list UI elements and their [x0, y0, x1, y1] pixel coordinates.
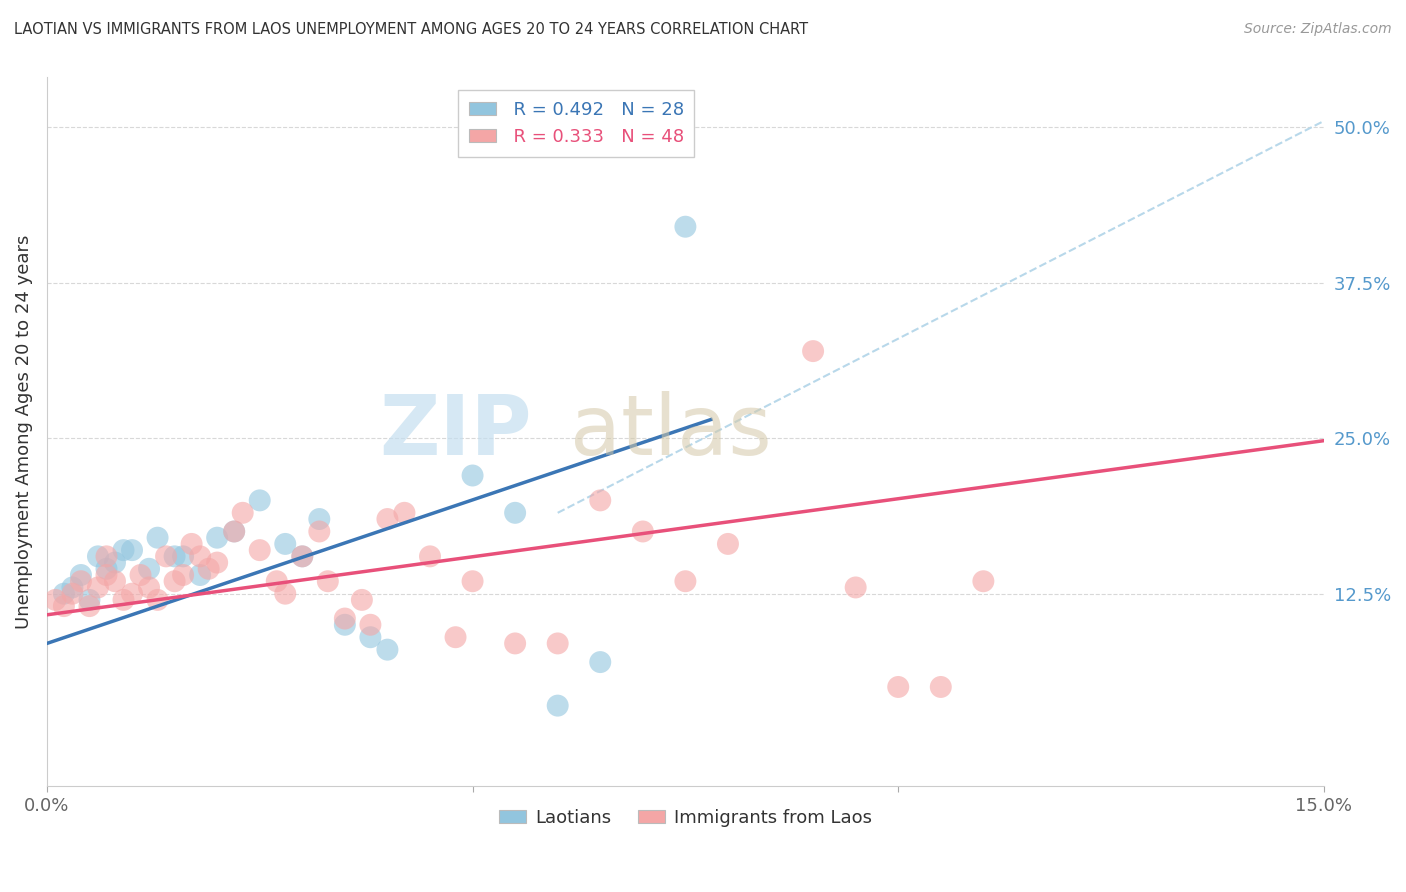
Point [673, 574, 696, 589]
Point [163, 549, 186, 564]
Y-axis label: Unemployment Among Ages 20 to 24 years: Unemployment Among Ages 20 to 24 years [15, 235, 32, 629]
Point [972, 574, 994, 589]
Point [394, 506, 416, 520]
Point [104, 574, 127, 589]
Point [547, 698, 569, 713]
Point [224, 524, 246, 539]
Point [172, 568, 194, 582]
Point [52, 599, 75, 613]
Point [503, 636, 526, 650]
Point [172, 549, 194, 564]
Point [589, 655, 612, 669]
Text: LAOTIAN VS IMMIGRANTS FROM LAOS UNEMPLOYMENT AMONG AGES 20 TO 24 YEARS CORRELATI: LAOTIAN VS IMMIGRANTS FROM LAOS UNEMPLOY… [14, 22, 808, 37]
Point [419, 549, 441, 564]
Point [87, 581, 110, 595]
Point [121, 543, 143, 558]
Point [461, 574, 484, 589]
Point [291, 549, 314, 564]
Point [112, 593, 135, 607]
Point [249, 543, 271, 558]
Point [249, 493, 271, 508]
Point [589, 493, 612, 508]
Point [146, 593, 169, 607]
Point [79, 593, 101, 607]
Point [44, 593, 66, 607]
Point [79, 599, 101, 613]
Point [359, 630, 381, 644]
Point [112, 543, 135, 558]
Text: Source: ZipAtlas.com: Source: ZipAtlas.com [1244, 22, 1392, 37]
Point [70, 568, 93, 582]
Legend: Laotians, Immigrants from Laos: Laotians, Immigrants from Laos [492, 802, 879, 834]
Point [205, 556, 228, 570]
Point [197, 562, 219, 576]
Point [121, 587, 143, 601]
Point [503, 506, 526, 520]
Point [266, 574, 288, 589]
Point [316, 574, 339, 589]
Point [155, 549, 177, 564]
Point [180, 537, 202, 551]
Point [96, 549, 118, 564]
Point [104, 556, 127, 570]
Point [188, 568, 211, 582]
Point [929, 680, 952, 694]
Point [887, 680, 910, 694]
Point [87, 549, 110, 564]
Point [62, 581, 84, 595]
Point [377, 512, 399, 526]
Point [444, 630, 467, 644]
Point [308, 524, 330, 539]
Point [461, 468, 484, 483]
Point [96, 568, 118, 582]
Point [801, 344, 824, 359]
Point [274, 537, 297, 551]
Point [359, 617, 381, 632]
Point [138, 562, 160, 576]
Point [845, 581, 868, 595]
Point [232, 506, 254, 520]
Point [224, 524, 246, 539]
Point [129, 568, 152, 582]
Point [138, 581, 160, 595]
Point [631, 524, 654, 539]
Point [188, 549, 211, 564]
Point [308, 512, 330, 526]
Point [717, 537, 740, 551]
Text: ZIP: ZIP [380, 392, 531, 473]
Point [62, 587, 84, 601]
Point [350, 593, 373, 607]
Point [146, 531, 169, 545]
Point [163, 574, 186, 589]
Point [547, 636, 569, 650]
Point [205, 531, 228, 545]
Point [96, 562, 118, 576]
Point [52, 587, 75, 601]
Point [333, 611, 356, 625]
Point [70, 574, 93, 589]
Point [291, 549, 314, 564]
Point [377, 642, 399, 657]
Point [333, 617, 356, 632]
Text: atlas: atlas [571, 392, 772, 473]
Point [274, 587, 297, 601]
Point [673, 219, 696, 234]
